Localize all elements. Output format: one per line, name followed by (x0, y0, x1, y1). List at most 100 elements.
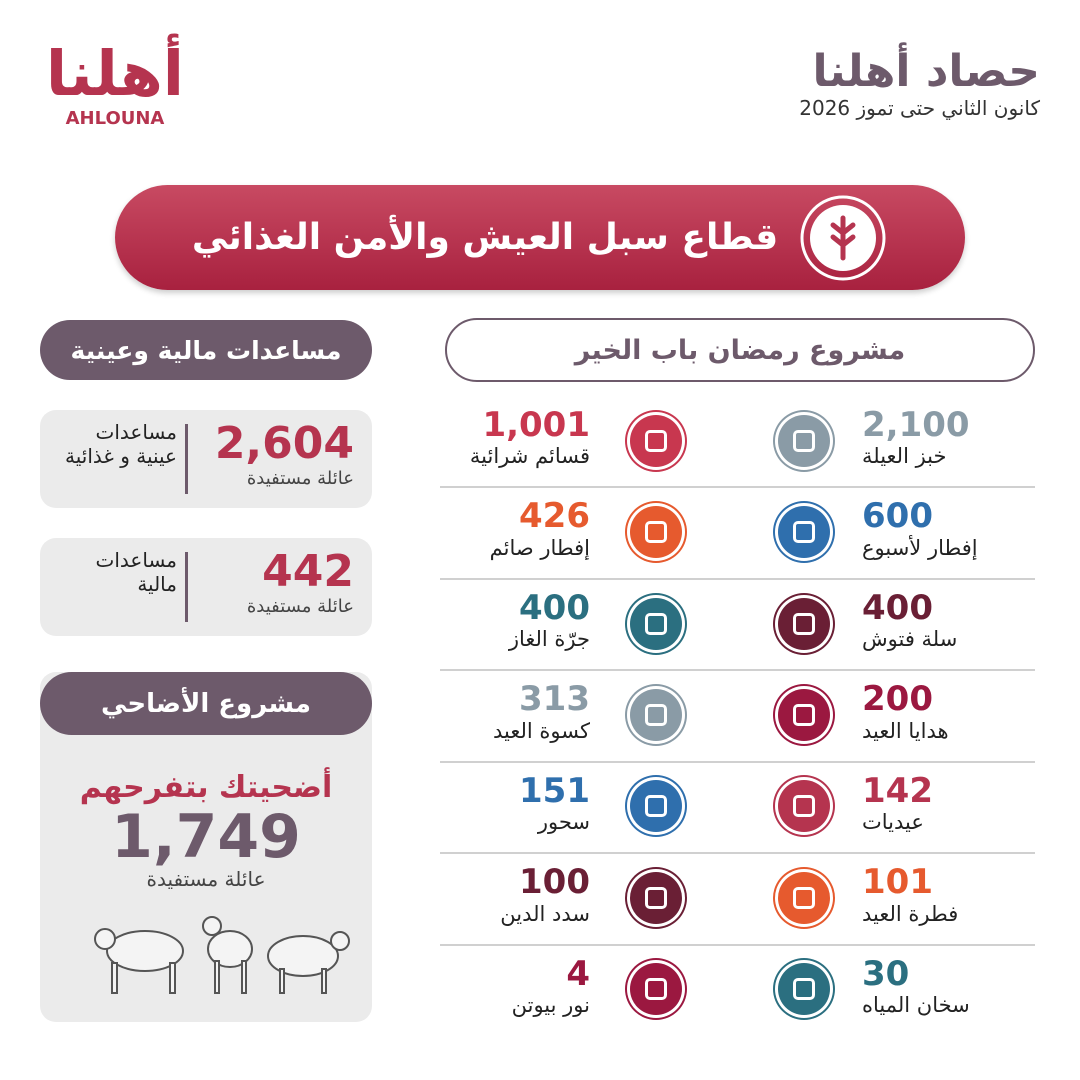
adahi-slogan: أضحيتك بتفرحهم (79, 770, 333, 805)
stat-item: 100 سدد الدين (440, 852, 705, 943)
stat-icon (630, 597, 682, 650)
banner-emblem (800, 195, 886, 280)
stat-item: 400 سلة فتوش (770, 578, 1035, 669)
stat-icon (630, 963, 682, 1016)
stat-label: خبز العيلة (862, 444, 947, 469)
stat-label: سدد الدين (500, 901, 590, 926)
stat-icon (778, 597, 830, 650)
stat-text: 4 نور بيوتن (440, 953, 590, 1017)
stat-label: هدايا العيد (862, 718, 949, 743)
stat-text: 101 فطرة العيد (862, 862, 1032, 925)
aid-stat: 442 عائلة مستفيدة (194, 546, 354, 617)
stat-text: 30 سخان المياه (862, 953, 1032, 1017)
adahi-unit: عائلة مستفيدة (146, 867, 266, 891)
stat-value: 2,100 (862, 405, 970, 445)
icon-glyph (645, 612, 667, 635)
icon-glyph (793, 521, 815, 544)
stat-value: 400 (519, 587, 590, 628)
stat-label: إفطار لأسبوع (862, 535, 978, 560)
adahi-title: مشروع الأضاحي (40, 672, 372, 735)
stat-icon (630, 871, 682, 924)
separator (440, 852, 1035, 855)
stat-icon (778, 688, 830, 741)
stat-value: 151 (519, 770, 590, 811)
stat-text: 151 سحور (440, 770, 590, 835)
stat-item: 30 سخان المياه (770, 944, 1035, 1035)
icon-glyph (645, 978, 667, 1001)
aid-value: 442 (262, 546, 354, 597)
icon-glyph (645, 429, 667, 452)
logo-latin: AHLOUNA (65, 108, 165, 130)
stat-item: 600 إفطار لأسبوع (770, 486, 1035, 577)
stat-label: سخان المياه (862, 992, 970, 1017)
stat-label: سحور (537, 810, 590, 835)
stat-item: 142 عيديات (770, 761, 1035, 852)
ramadan-title: مشروع رمضان باب الخير (445, 318, 1035, 382)
aid-card: 442 عائلة مستفيدة مساعدات مالية (40, 538, 372, 636)
icon-glyph (793, 886, 815, 909)
stat-icon (630, 688, 682, 741)
aid-value: 2,604 (214, 418, 354, 469)
stat-item: 1,001 قسائم شرائية (440, 395, 705, 486)
stat-item: 200 هدايا العيد (770, 669, 1035, 760)
stat-label: سلة فتوش (862, 627, 958, 652)
stat-item: 400 جرّة الغاز (440, 578, 705, 669)
adahi-value: 1,749 (111, 802, 301, 872)
stat-value: 400 (862, 587, 933, 628)
stat-value: 101 (862, 862, 933, 903)
animals (94, 916, 350, 994)
icon-glyph (793, 795, 815, 818)
stat-value: 142 (862, 770, 933, 811)
icon-glyph (645, 521, 667, 544)
stat-value: 4 (566, 953, 590, 994)
aid-stat: 2,604 عائلة مستفيدة (194, 418, 354, 490)
stat-value: 600 (862, 496, 933, 537)
stat-label: عيديات (862, 810, 924, 835)
stat-icon (778, 871, 830, 924)
stat-icon (630, 780, 682, 833)
stat-value: 200 (862, 679, 933, 720)
stat-text: 142 عيديات (862, 770, 1032, 835)
adahi-panel: مشروع الأضاحي أضحيتك بتفرحهم 1,749 عائلة… (40, 672, 372, 1022)
stat-label: نور بيوتن (511, 992, 590, 1017)
stat-text: 426 إفطار صائم (440, 496, 590, 560)
icon-glyph (793, 978, 815, 1001)
stat-item: 101 فطرة العيد (770, 852, 1035, 943)
icon-glyph (793, 429, 815, 452)
stat-value: 1,001 (482, 405, 590, 445)
divider (185, 424, 188, 494)
stat-item: 151 سحور (440, 761, 705, 852)
title: حصاد أهلنا (812, 46, 1040, 97)
stat-value: 313 (519, 679, 590, 720)
stat-text: 600 إفطار لأسبوع (862, 496, 1032, 560)
stat-text: 100 سدد الدين (440, 862, 590, 926)
stat-value: 30 (862, 953, 910, 994)
stat-item: 313 كسوة العيد (440, 669, 705, 760)
stat-icon (778, 414, 830, 467)
stat-item: 2,100 خبز العيلة (770, 395, 1035, 486)
stat-label: إفطار صائم (489, 535, 590, 560)
banner-title: قطاع سبل العيش والأمن الغذائي (191, 217, 779, 258)
separator (440, 943, 1035, 946)
aid-label: مساعدات عينية و غذائية (65, 420, 177, 468)
header: حصاد أهلنا كانون الثاني حتى تموز 2026 (799, 46, 1040, 120)
stat-text: 313 كسوة العيد (440, 679, 590, 742)
icon-glyph (645, 795, 667, 818)
stat-icon (778, 780, 830, 833)
stat-text: 200 هدايا العيد (862, 679, 1032, 743)
stat-icon (630, 506, 682, 559)
stat-icon (778, 506, 830, 559)
logo-arabic: أهلنا (45, 37, 185, 110)
stat-value: 426 (519, 496, 590, 537)
stat-text: 1,001 قسائم شرائية (440, 405, 590, 468)
aid-card: 2,604 عائلة مستفيدة مساعدات عينية و غذائية (40, 410, 372, 508)
stat-icon (630, 414, 682, 467)
stat-value: 100 (519, 862, 590, 903)
icon-glyph (645, 703, 667, 726)
stat-label: جرّة الغاز (508, 627, 590, 652)
banner: قطاع سبل العيش والأمن الغذائي (115, 185, 965, 290)
aid-unit: عائلة مستفيدة (246, 468, 354, 490)
ramadan-grid: 2,100 خبز العيلة 1,001 قسائم شرائية 600 إفطار… (440, 395, 1035, 1035)
separator (440, 577, 1035, 580)
